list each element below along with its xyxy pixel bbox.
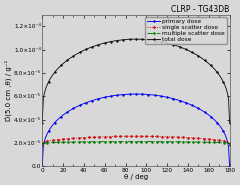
Line: single scatter dose: single scatter dose: [41, 135, 231, 146]
single scatter dose: [228, 144, 231, 146]
primary dose: [228, 165, 231, 167]
primary dose: [56, 118, 59, 120]
primary dose: [41, 165, 44, 167]
primary dose: [197, 107, 200, 110]
multiple scatter dose: [56, 141, 59, 143]
single scatter dose: [130, 135, 133, 137]
Text: CLRP - TG43DB: CLRP - TG43DB: [171, 5, 230, 14]
multiple scatter dose: [131, 141, 134, 143]
total dose: [134, 38, 137, 40]
total dose: [93, 45, 96, 47]
primary dose: [93, 99, 96, 101]
total dose: [131, 38, 134, 40]
multiple scatter dose: [93, 141, 96, 143]
primary dose: [69, 109, 72, 111]
Line: primary dose: primary dose: [41, 93, 231, 168]
multiple scatter dose: [41, 143, 44, 145]
single scatter dose: [41, 144, 44, 146]
X-axis label: θ / deg: θ / deg: [124, 174, 148, 180]
total dose: [56, 68, 59, 70]
total dose: [41, 122, 44, 124]
total dose: [228, 122, 231, 124]
primary dose: [131, 93, 134, 95]
single scatter dose: [69, 137, 72, 139]
Y-axis label: Ḋ(5.0 cm ,θ) / g⁻¹: Ḋ(5.0 cm ,θ) / g⁻¹: [5, 60, 12, 121]
single scatter dose: [197, 137, 200, 139]
total dose: [69, 57, 72, 59]
Line: total dose: total dose: [41, 38, 231, 124]
single scatter dose: [131, 135, 134, 137]
total dose: [197, 55, 200, 57]
single scatter dose: [134, 135, 137, 137]
Legend: primary dose, single scatter dose, multiple scatter dose, total dose: primary dose, single scatter dose, multi…: [145, 17, 227, 44]
multiple scatter dose: [197, 141, 200, 143]
multiple scatter dose: [69, 141, 72, 143]
multiple scatter dose: [134, 141, 137, 143]
multiple scatter dose: [130, 141, 133, 143]
Line: multiple scatter dose: multiple scatter dose: [41, 141, 231, 145]
primary dose: [130, 93, 133, 95]
primary dose: [134, 93, 137, 95]
single scatter dose: [93, 136, 96, 138]
single scatter dose: [56, 138, 59, 141]
multiple scatter dose: [228, 143, 231, 145]
total dose: [130, 38, 133, 40]
